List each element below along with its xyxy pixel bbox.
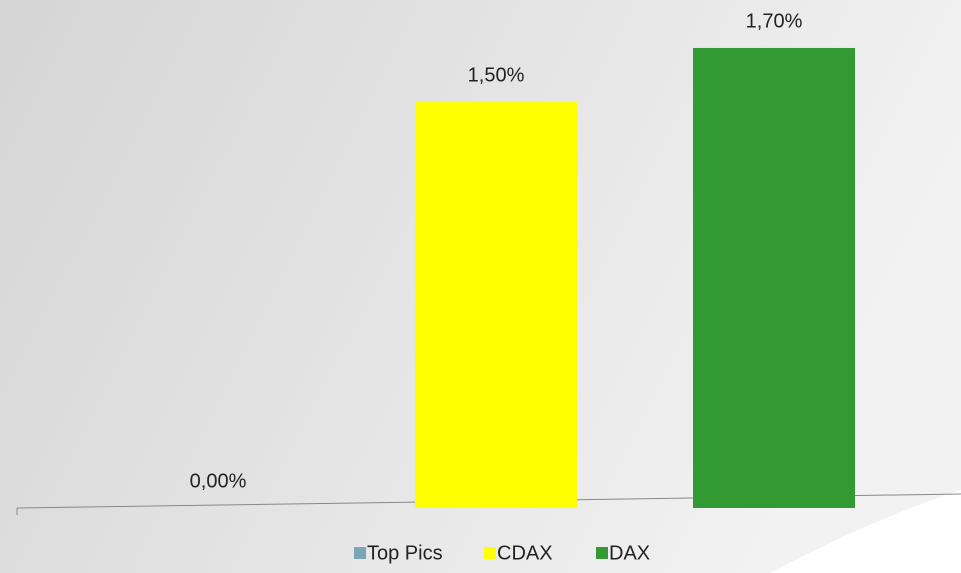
legend-swatch — [596, 547, 608, 559]
page-curl — [770, 490, 961, 573]
legend-swatch — [484, 547, 496, 559]
legend-label: Top Pics — [367, 542, 443, 564]
data-label: 0,00% — [190, 470, 247, 492]
bar — [415, 102, 577, 508]
legend-label: CDAX — [497, 542, 553, 564]
data-label: 1,50% — [468, 64, 525, 86]
legend-swatch — [354, 547, 366, 559]
data-label: 1,70% — [746, 10, 803, 32]
bar — [693, 47, 855, 508]
legend-label: DAX — [609, 542, 650, 564]
